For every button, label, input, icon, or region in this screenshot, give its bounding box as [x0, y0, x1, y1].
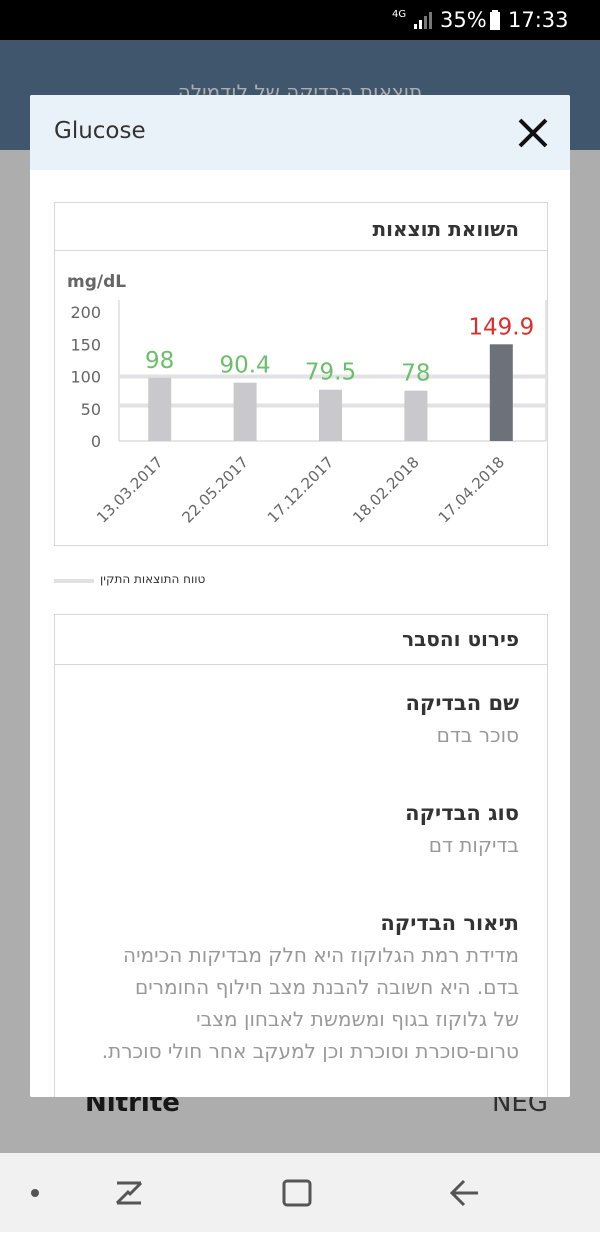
detail-text: מדידת רמת הגלוקוז היא חלק מבדיקות הכימיה	[123, 943, 519, 967]
divider	[55, 250, 547, 251]
legend-label: טווח התוצאות התקין	[100, 572, 206, 586]
y-tick-label: 100	[70, 368, 101, 387]
details-heading: פירוט והסבר	[402, 627, 519, 651]
bar	[233, 382, 257, 441]
nav-bar	[0, 1153, 600, 1232]
back-button[interactable]	[449, 1179, 478, 1207]
battery-percent: 35%	[440, 8, 487, 32]
detail-text: של גלוקוז בגוף ומשמשת לאבחון מצבי	[196, 1007, 519, 1031]
chart: mg/dL 0 50 100 150 200 98 13.03.2017 90.4 22.05.2…	[67, 272, 547, 527]
x-tick-label: 22.05.2017	[178, 453, 251, 526]
divider	[55, 664, 547, 665]
battery-icon	[490, 10, 500, 30]
detail-item: תיאור הבדיקה מדידת רמת הגלוקוז היא חלק מב…	[59, 907, 519, 1067]
detail-text: טרום-סוכרת וסוכרת וכן למעקב אחר חולי סוכ…	[101, 1039, 519, 1063]
y-tick-label: 200	[70, 303, 101, 322]
bar	[489, 344, 513, 441]
legend-swatch	[54, 579, 94, 583]
detail-label: שם הבדיקה	[405, 691, 519, 715]
nav-icons	[31, 1179, 478, 1207]
x-tick-label: 17.12.2017	[264, 453, 337, 526]
y-tick-label: 50	[81, 400, 101, 419]
value-label: 98	[145, 348, 174, 374]
x-tick-label: 17.04.2018	[435, 453, 508, 526]
network: 4G	[392, 9, 407, 20]
bar	[404, 390, 428, 441]
value-label: 90.4	[219, 353, 270, 379]
modal: Glucose השוואת תוצאות mg/dL 0 50 100 150 200 9…	[30, 95, 570, 1097]
detail-label: תיאור הבדיקה	[380, 911, 519, 935]
detail-label: סוג הבדיקה	[405, 801, 519, 825]
status-bar: 4G 35% 17:33	[0, 0, 600, 40]
detail-text: בדם. היא חשובה להבנת מצב חילוף החומרים	[135, 975, 519, 999]
detail-item: סוג הבדיקה בדיקות דם	[59, 797, 519, 861]
value-label: 78	[401, 361, 430, 387]
modal-title: Glucose	[54, 118, 146, 144]
value-label: 79.5	[305, 360, 356, 386]
y-tick-label: 0	[91, 432, 101, 451]
close-button[interactable]	[517, 117, 549, 149]
y-axis-label: mg/dL	[67, 272, 126, 292]
detail-text: בדיקות דם	[428, 833, 519, 857]
detail-text: סוכר בדם	[436, 723, 519, 747]
home-button[interactable]	[282, 1179, 312, 1207]
signal-icon	[414, 12, 432, 29]
nav-dot[interactable]	[31, 1189, 39, 1197]
modal-header: Glucose	[30, 95, 570, 170]
detail-item: שם הבדיקה סוכר בדם	[59, 687, 519, 751]
details-list: שם הבדיקה סוכר בדם סוג הבדיקה בדיקות דם תיאו…	[59, 687, 519, 1097]
x-tick-label: 13.03.2017	[93, 453, 166, 526]
value-label: 149.9	[468, 314, 534, 340]
x-tick-label: 18.02.2018	[349, 453, 422, 526]
clock: 17:33	[508, 8, 569, 32]
chart-card: השוואת תוצאות mg/dL 0 50 100 150 200 98 13.03.2…	[54, 202, 548, 546]
bar	[148, 377, 172, 441]
y-tick-label: 150	[70, 335, 101, 354]
bar	[319, 389, 342, 441]
details-card: פירוט והסבר שם הבדיקה סוכר בדם סוג הבדיקה ב…	[54, 614, 548, 1097]
recent-button[interactable]	[115, 1181, 143, 1205]
chart-heading: השוואת תוצאות	[372, 217, 520, 241]
